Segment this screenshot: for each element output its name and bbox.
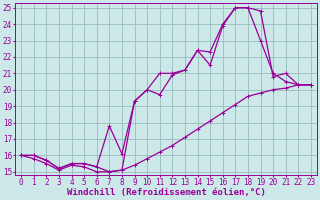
X-axis label: Windchill (Refroidissement éolien,°C): Windchill (Refroidissement éolien,°C) bbox=[67, 188, 266, 197]
